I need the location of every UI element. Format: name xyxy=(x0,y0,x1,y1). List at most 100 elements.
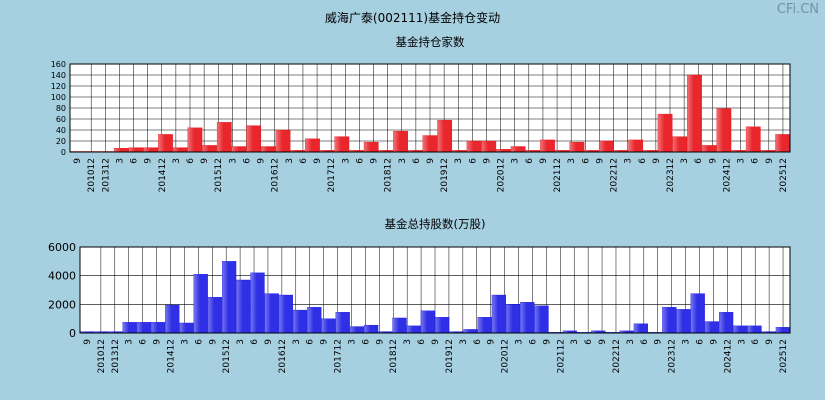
x-tick-label: 201312 xyxy=(101,158,111,192)
x-tick-label: 201612 xyxy=(271,158,281,192)
y-tick-label: 60 xyxy=(56,115,66,124)
y-tick-label: 0 xyxy=(69,327,76,340)
x-tick-label: 9 xyxy=(370,158,380,164)
y-tick-label: 40 xyxy=(56,126,66,135)
bar xyxy=(158,134,173,153)
x-tick-label: 201612 xyxy=(278,339,288,373)
x-tick-label: 9 xyxy=(264,339,274,345)
bar xyxy=(278,294,294,334)
bar xyxy=(193,274,208,334)
bar xyxy=(221,261,237,334)
bar xyxy=(406,325,421,334)
bar xyxy=(716,108,732,153)
bar xyxy=(775,327,791,334)
x-tick-label: 6 xyxy=(473,339,483,345)
x-tick-label: 6 xyxy=(468,158,478,164)
x-tick-label: 3 xyxy=(228,158,238,164)
bar xyxy=(491,294,507,334)
watermark-logo: CFi.CN xyxy=(776,2,819,17)
bar xyxy=(701,145,717,153)
bar xyxy=(363,141,379,153)
bar xyxy=(236,279,251,334)
x-tick-label: 9 xyxy=(153,339,163,345)
x-tick-label: 3 xyxy=(511,158,521,164)
bar xyxy=(437,119,453,153)
x-tick-label: 6 xyxy=(528,339,538,345)
bar xyxy=(718,312,734,334)
y-tick-label: 0 xyxy=(61,148,66,157)
bar xyxy=(307,307,322,334)
bar xyxy=(349,326,365,334)
x-tick-label: 6 xyxy=(751,158,761,164)
x-tick-label: 3 xyxy=(292,339,302,345)
x-tick-label: 201412 xyxy=(166,339,176,373)
bar xyxy=(207,297,223,334)
bar xyxy=(434,317,450,334)
bar xyxy=(598,140,614,153)
x-tick-label: 9 xyxy=(765,158,775,164)
x-tick-label: 9 xyxy=(208,339,218,345)
x-tick-label: 6 xyxy=(355,158,365,164)
x-tick-label: 3 xyxy=(341,158,351,164)
x-tick-label: 9 xyxy=(709,339,719,345)
x-tick-label: 3 xyxy=(125,339,135,345)
x-tick-label: 202512 xyxy=(779,158,789,192)
bar xyxy=(392,317,407,334)
plot-frame-1 xyxy=(79,246,791,334)
x-tick-label: 6 xyxy=(412,158,422,164)
y-tick-label: 6000 xyxy=(48,241,76,254)
y-tick-label: 80 xyxy=(56,104,66,113)
bar xyxy=(150,322,166,334)
bar xyxy=(275,129,291,153)
x-tick-label: 3 xyxy=(459,339,469,345)
x-tick-label: 201512 xyxy=(222,339,232,373)
bar xyxy=(672,136,688,153)
x-tick-label: 3 xyxy=(515,339,525,345)
bar xyxy=(231,146,247,153)
x-tick-label: 201412 xyxy=(158,158,168,192)
y-tick-label: 100 xyxy=(51,93,66,102)
x-tick-label: 3 xyxy=(398,158,408,164)
bar xyxy=(745,126,761,153)
bar xyxy=(216,122,232,153)
x-tick-label: 6 xyxy=(139,339,149,345)
x-tick-label: 3 xyxy=(454,158,464,164)
x-tick-label: 9 xyxy=(73,158,83,164)
x-tick-label: 3 xyxy=(403,339,413,345)
x-tick-label: 9 xyxy=(144,158,154,164)
x-tick-label: 9 xyxy=(431,339,441,345)
x-tick-label: 9 xyxy=(320,339,330,345)
bar xyxy=(481,140,497,153)
x-tick-label: 6 xyxy=(194,339,204,345)
bar xyxy=(202,145,217,153)
bar xyxy=(172,147,188,153)
y-tick-label: 120 xyxy=(51,82,66,91)
x-tick-label: 6 xyxy=(250,339,260,345)
x-tick-label: 202212 xyxy=(610,158,620,192)
bar xyxy=(704,321,720,334)
x-tick-label: 201012 xyxy=(87,158,97,192)
x-tick-label: 202512 xyxy=(779,339,789,373)
x-tick-label: 6 xyxy=(525,158,535,164)
x-tick-label: 6 xyxy=(361,339,371,345)
bar xyxy=(534,305,549,334)
x-tick-label: 202012 xyxy=(501,339,511,373)
bar xyxy=(128,147,144,153)
x-tick-label: 9 xyxy=(375,339,385,345)
x-tick-label: 201912 xyxy=(440,158,450,192)
bar xyxy=(179,322,194,334)
x-tick-label: 3 xyxy=(624,158,634,164)
bar xyxy=(122,322,137,334)
bar xyxy=(165,304,180,334)
bar xyxy=(187,127,203,153)
x-tick-label: 6 xyxy=(130,158,140,164)
bar xyxy=(250,272,265,334)
x-tick-label: 9 xyxy=(542,339,552,345)
x-tick-label: 9 xyxy=(313,158,323,164)
x-tick-label: 9 xyxy=(482,158,492,164)
x-tick-label: 9 xyxy=(598,339,608,345)
x-tick-label: 202412 xyxy=(722,158,732,192)
page-title: 威海广泰(002111)基金持仓变动 xyxy=(324,11,501,25)
x-tick-label: 9 xyxy=(652,158,662,164)
